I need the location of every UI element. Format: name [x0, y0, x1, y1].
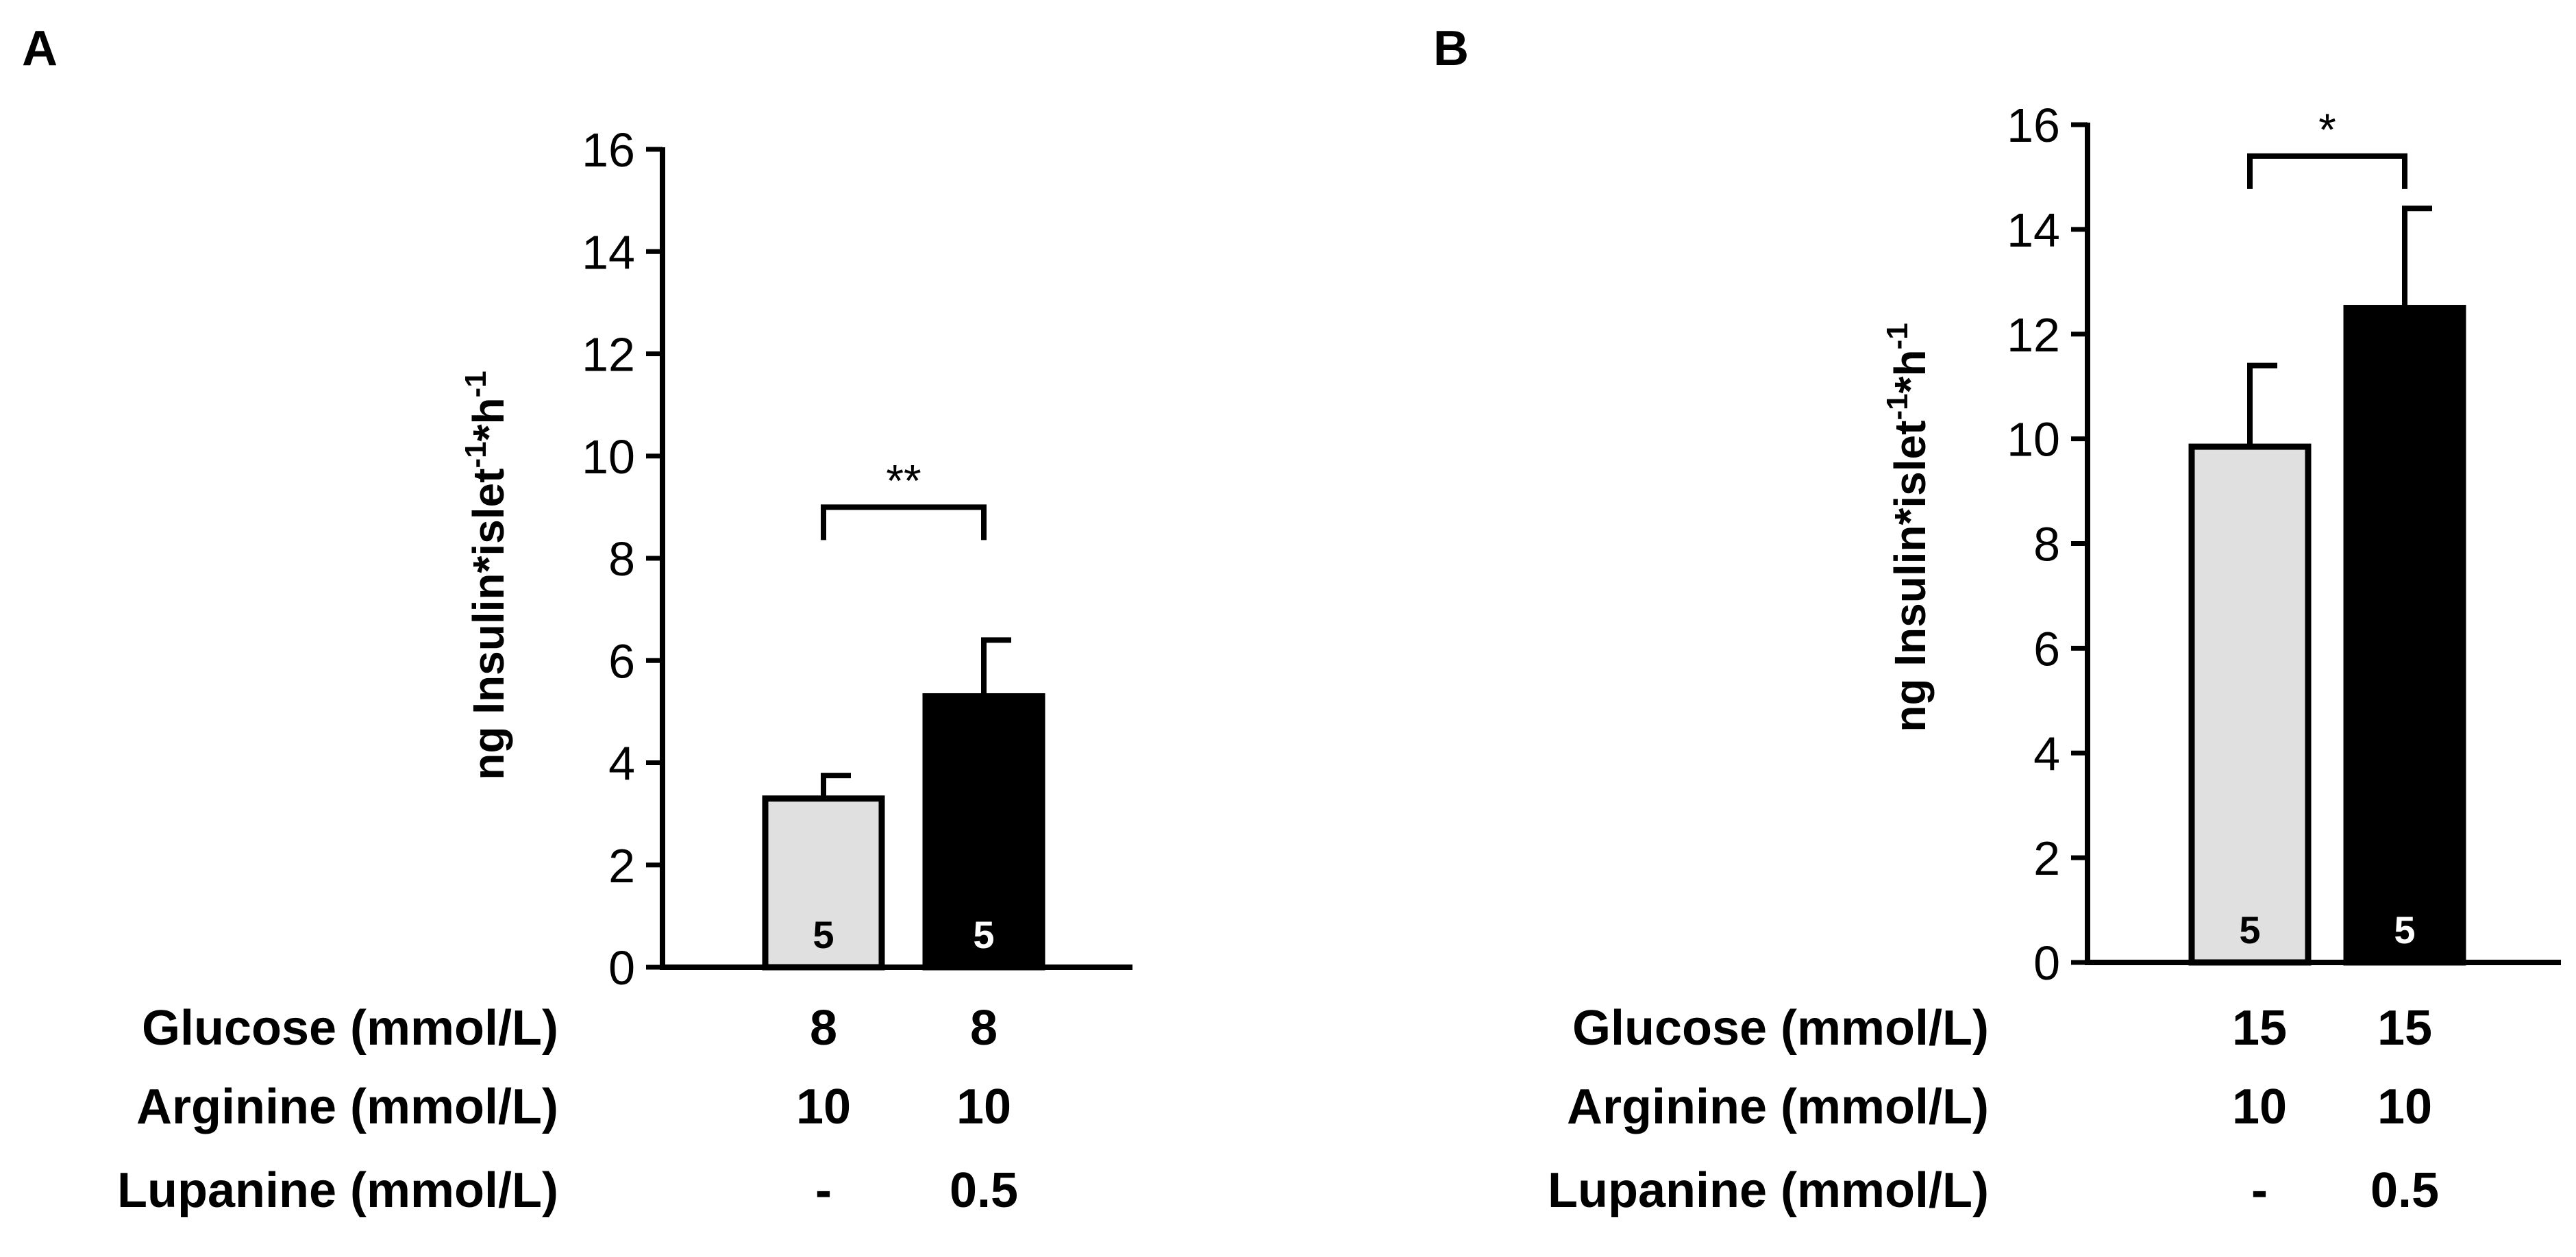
y-tick-label: 0: [608, 941, 635, 995]
y-axis-title-part: ng Insulin*islet: [1885, 421, 1935, 732]
y-axis-title: ng Insulin*islet-1*h-1: [459, 371, 513, 780]
condition-value: 10: [2377, 1080, 2432, 1134]
y-axis-title: ng Insulin*islet-1*h-1: [1881, 323, 1935, 732]
y-axis-title-superscript: -1: [459, 441, 493, 468]
y-tick-label: 10: [582, 430, 635, 484]
condition-value: 8: [810, 1001, 837, 1056]
y-axis-title-part: ng Insulin*islet: [464, 469, 513, 780]
condition-value: 8: [970, 1001, 998, 1056]
significance-label: *: [2318, 104, 2336, 155]
condition-value: 10: [956, 1080, 1011, 1134]
y-tick-label: 4: [608, 737, 635, 791]
condition-label: Arginine (mmol/L): [1567, 1080, 1989, 1134]
y-tick-label: 14: [582, 225, 635, 279]
condition-value: 10: [2232, 1080, 2287, 1134]
y-tick-label: 10: [2007, 413, 2060, 466]
bar-n-label: 5: [813, 913, 834, 956]
bar: [922, 693, 1045, 971]
y-tick-label: 4: [2033, 727, 2060, 780]
y-tick-label: 12: [2007, 308, 2060, 362]
y-axis-title-part: *h: [1885, 349, 1935, 393]
y-axis-title-part: *h: [464, 397, 513, 441]
panel-label: A: [22, 21, 58, 76]
y-tick-label: 6: [2033, 622, 2060, 675]
condition-value: 10: [796, 1080, 851, 1134]
y-tick-label: 8: [608, 532, 635, 586]
condition-label: Lupanine (mmol/L): [117, 1163, 558, 1218]
bar: [2343, 305, 2466, 966]
condition-value: 0.5: [2370, 1163, 2439, 1218]
significance-label: **: [886, 455, 921, 506]
significance-bracket: [821, 504, 987, 540]
y-tick-label: 16: [582, 123, 635, 177]
bar: [762, 795, 885, 971]
bar: [2188, 443, 2312, 966]
condition-label: Glucose (mmol/L): [142, 1001, 558, 1056]
panel-label: B: [1433, 21, 1469, 76]
condition-value: -: [815, 1163, 832, 1218]
condition-label: Glucose (mmol/L): [1572, 1001, 1989, 1056]
y-axis-title-superscript: -1: [1881, 323, 1914, 349]
y-tick-label: 16: [2007, 99, 2060, 152]
y-tick-label: 12: [582, 328, 635, 382]
significance-bracket: [2247, 153, 2407, 189]
y-tick-label: 6: [608, 634, 635, 688]
condition-value: 15: [2232, 1001, 2287, 1056]
bar-n-label: 5: [973, 913, 994, 956]
y-axis-title-superscript: -1: [459, 371, 493, 397]
condition-value: -: [2251, 1163, 2268, 1218]
bar-n-label: 5: [2394, 908, 2415, 951]
y-tick-label: 0: [2033, 936, 2060, 990]
condition-value: 15: [2377, 1001, 2432, 1056]
y-tick-label: 2: [608, 839, 635, 893]
condition-label: Arginine (mmol/L): [136, 1080, 558, 1134]
bar-n-label: 5: [2239, 908, 2260, 951]
y-axis-title-superscript: -1: [1881, 393, 1914, 420]
condition-label: Lupanine (mmol/L): [1548, 1163, 1989, 1218]
y-tick-label: 8: [2033, 518, 2060, 571]
condition-value: 0.5: [950, 1163, 1018, 1218]
y-tick-label: 2: [2033, 832, 2060, 885]
y-tick-label: 14: [2007, 203, 2060, 257]
